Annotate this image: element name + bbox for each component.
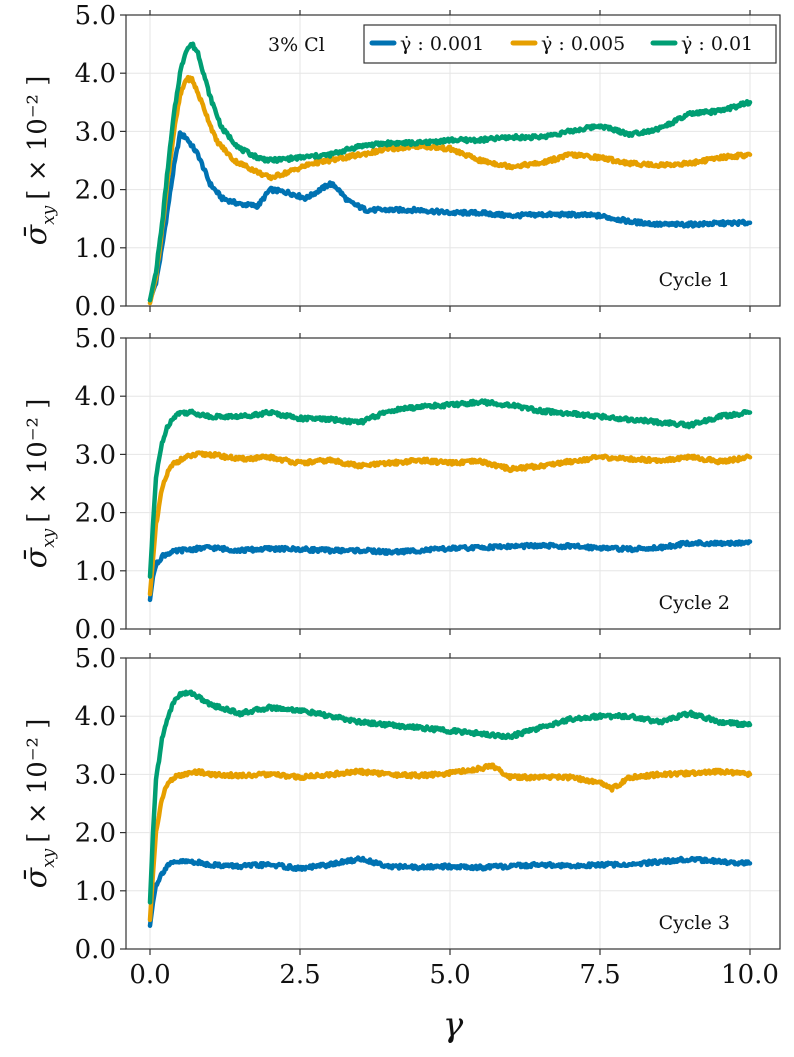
panel-frame (125, 657, 781, 950)
y-axis-label-unit: [ × 10⁻² ] (23, 76, 53, 200)
x-tick-label: 2.5 (279, 960, 320, 990)
y-tick-label: 3.0 (75, 117, 116, 147)
y-tick-label: 5.0 (75, 644, 116, 674)
y-axis-label-subscript: xy (39, 528, 59, 548)
series-line-0.005 (147, 74, 753, 306)
y-tick-label: 0.0 (75, 935, 116, 965)
y-tick-label: 3.0 (75, 440, 116, 470)
series-line-0.01 (147, 398, 753, 579)
legend-title: 3% Cl (268, 34, 325, 56)
series-line-0.001 (147, 130, 753, 303)
x-tick-label: 5.0 (429, 960, 470, 990)
legend-box (363, 24, 777, 64)
y-tick-label: 2.0 (75, 176, 116, 206)
series-line-0.005 (147, 450, 753, 597)
y-tick-label: 4.0 (75, 702, 116, 732)
x-tick-label: 7.5 (579, 960, 620, 990)
legend-label: γ̇ : 0.005 (541, 33, 625, 55)
y-tick-label: 3.0 (75, 760, 116, 790)
panel-frame (125, 337, 781, 630)
y-tick-label: 1.0 (75, 557, 116, 587)
series-line-0.01 (147, 689, 753, 905)
y-axis-label: σ̄xy [ × 10⁻² ] (19, 399, 59, 569)
y-tick-label: 1.0 (75, 877, 116, 907)
series-line-0.001 (147, 855, 753, 928)
y-tick-label: 2.0 (75, 819, 116, 849)
series-group (147, 398, 753, 603)
y-tick-label: 5.0 (75, 1, 116, 31)
y-tick-label: 5.0 (75, 324, 116, 354)
y-axis-label-symbol: σ̄ (19, 223, 54, 245)
panel-2: 0.0 1.0 2.0 3.0 4.0 5.0 σ̄xy [ × 10⁻² ] Cycle 2 (19, 324, 781, 645)
series-group (147, 41, 753, 306)
panel-frame (125, 14, 781, 307)
legend-label: γ̇ : 0.01 (681, 33, 753, 55)
y-tick-label: 0.0 (75, 292, 116, 322)
series-group (147, 689, 753, 928)
panel-3: 0.0 1.0 2.0 3.0 4.0 5.0 0.0 2.5 5.0 7.5 10.0 σ̄xy [ … (19, 644, 781, 990)
panel-1: 0.0 1.0 2.0 3.0 4.0 5.0 σ̄xy [ × 10⁻² ] Cycle 1 (19, 1, 781, 322)
cycle-label: Cycle 2 (659, 592, 730, 614)
y-tick-label: 0.0 (75, 615, 116, 645)
legend-label: γ̇ : 0.001 (400, 33, 484, 55)
y-tick-label: 4.0 (75, 382, 116, 412)
series-line-0.001 (147, 539, 753, 603)
cycle-label: Cycle 3 (659, 912, 730, 934)
cycle-label: Cycle 1 (659, 269, 730, 291)
x-tick-label: 10.0 (721, 960, 779, 990)
legend: 3% Cl γ̇ : 0.001 γ̇ : 0.005 γ̇ : 0.01 (268, 24, 777, 64)
y-axis-label-symbol: σ̄ (19, 866, 54, 888)
y-axis-label: σ̄xy [ × 10⁻² ] (19, 76, 59, 246)
y-axis-label: σ̄xy [ × 10⁻² ] (19, 719, 59, 889)
y-tick-label: 4.0 (75, 59, 116, 89)
y-axis-label-subscript: xy (39, 205, 59, 225)
series-line-0.005 (147, 762, 753, 923)
y-axis-label-unit: [ × 10⁻² ] (23, 399, 53, 523)
y-tick-label: 2.0 (75, 499, 116, 529)
y-axis-label-unit: [ × 10⁻² ] (23, 719, 53, 843)
panels-layer: 0.01.02.03.04.05.0σ̄xy[ × 10⁻² ]Cycle 10… (19, 1, 781, 990)
y-axis-label-subscript: xy (39, 848, 59, 868)
y-tick-label: 1.0 (75, 234, 116, 264)
x-axis-label: γ (443, 1005, 464, 1045)
series-line-0.01 (147, 41, 753, 303)
x-tick-label: 0.0 (129, 960, 170, 990)
y-axis-label-symbol: σ̄ (19, 546, 54, 568)
